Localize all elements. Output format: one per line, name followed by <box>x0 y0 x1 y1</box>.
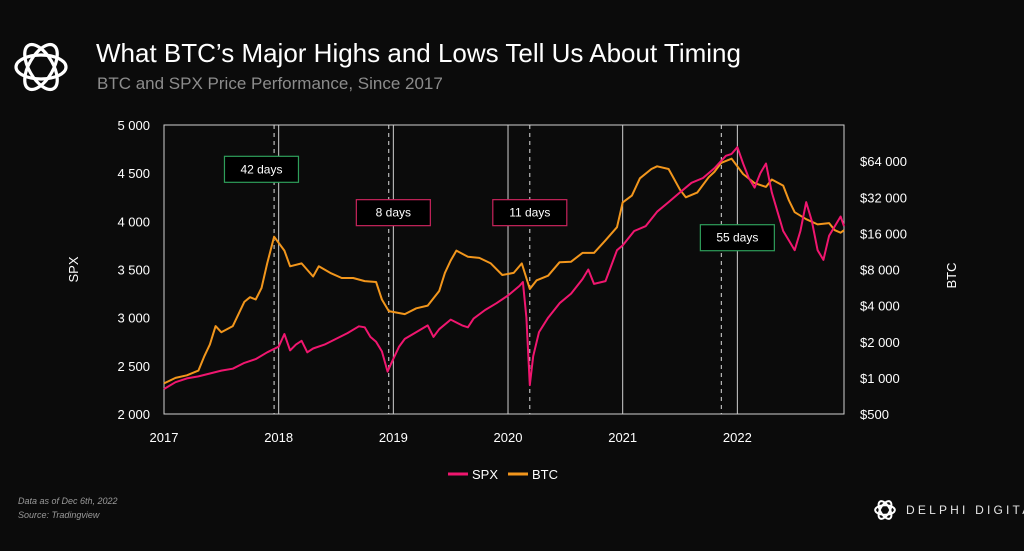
annotation-box <box>355 199 431 227</box>
data-note: Data as of Dec 6th, 2022 <box>18 496 118 506</box>
annotation-label: 42 days <box>240 162 282 176</box>
y-right-tick-label: $8 000 <box>860 263 900 278</box>
annotation-box <box>492 199 568 227</box>
y-left-tick-label: 5 000 <box>117 118 150 133</box>
series-layer <box>163 146 845 390</box>
y-right-tick-label: $32 000 <box>860 190 907 205</box>
y-left-tick-label: 2 500 <box>117 359 150 374</box>
y-right-tick-label: $1 000 <box>860 371 900 386</box>
delphi-brand-icon <box>874 500 896 520</box>
legend-layer: SPX BTC <box>448 467 558 482</box>
spx-series-line <box>163 146 845 390</box>
btc-series-line <box>163 157 845 385</box>
annotation-label: 8 days <box>376 206 411 220</box>
annotation-box <box>223 155 300 183</box>
y-left-tick-label: 4 500 <box>117 166 150 181</box>
page-subtitle: BTC and SPX Price Performance, Since 201… <box>97 74 443 93</box>
annotation-layer: 42 days 8 days 11 days 55 days <box>223 155 775 252</box>
y-right-tick-label: $64 000 <box>860 154 907 169</box>
plot-frame <box>163 124 845 415</box>
annotation-label: 55 days <box>716 231 758 245</box>
y-left-tick-label: 3 000 <box>117 311 150 326</box>
x-tick-label: 2017 <box>150 430 179 445</box>
legend-label-spx: SPX <box>472 467 498 482</box>
axes-layer: 2017 2018 2019 2020 2021 2022 2 000 2 500 3 000 3… <box>66 118 959 445</box>
y-right-axis-title: BTC <box>944 263 959 289</box>
legend-label-btc: BTC <box>532 467 558 482</box>
y-left-tick-label: 2 000 <box>117 407 150 422</box>
brand-name: DELPHI DIGITAL <box>906 503 1024 517</box>
brand-footer: DELPHI DIGITAL <box>872 497 1024 523</box>
annotation-box <box>699 224 775 252</box>
annotation-label: 11 days <box>509 206 550 220</box>
page-title: What BTC’s Major Highs and Lows Tell Us … <box>96 38 741 68</box>
x-tick-label: 2022 <box>723 430 752 445</box>
x-tick-label: 2020 <box>494 430 523 445</box>
x-tick-label: 2019 <box>379 430 408 445</box>
y-left-axis-title: SPX <box>66 256 81 282</box>
x-tick-label: 2018 <box>264 430 293 445</box>
y-right-tick-label: $500 <box>860 407 889 422</box>
y-left-tick-label: 4 000 <box>117 214 150 229</box>
x-tick-label: 2021 <box>608 430 637 445</box>
y-right-tick-label: $16 000 <box>860 226 907 241</box>
y-right-tick-label: $2 000 <box>860 335 900 350</box>
source-note: Source: Tradingview <box>18 510 100 520</box>
y-right-tick-label: $4 000 <box>860 299 900 314</box>
delphi-logo-icon <box>14 42 68 92</box>
y-left-tick-label: 3 500 <box>117 263 150 278</box>
